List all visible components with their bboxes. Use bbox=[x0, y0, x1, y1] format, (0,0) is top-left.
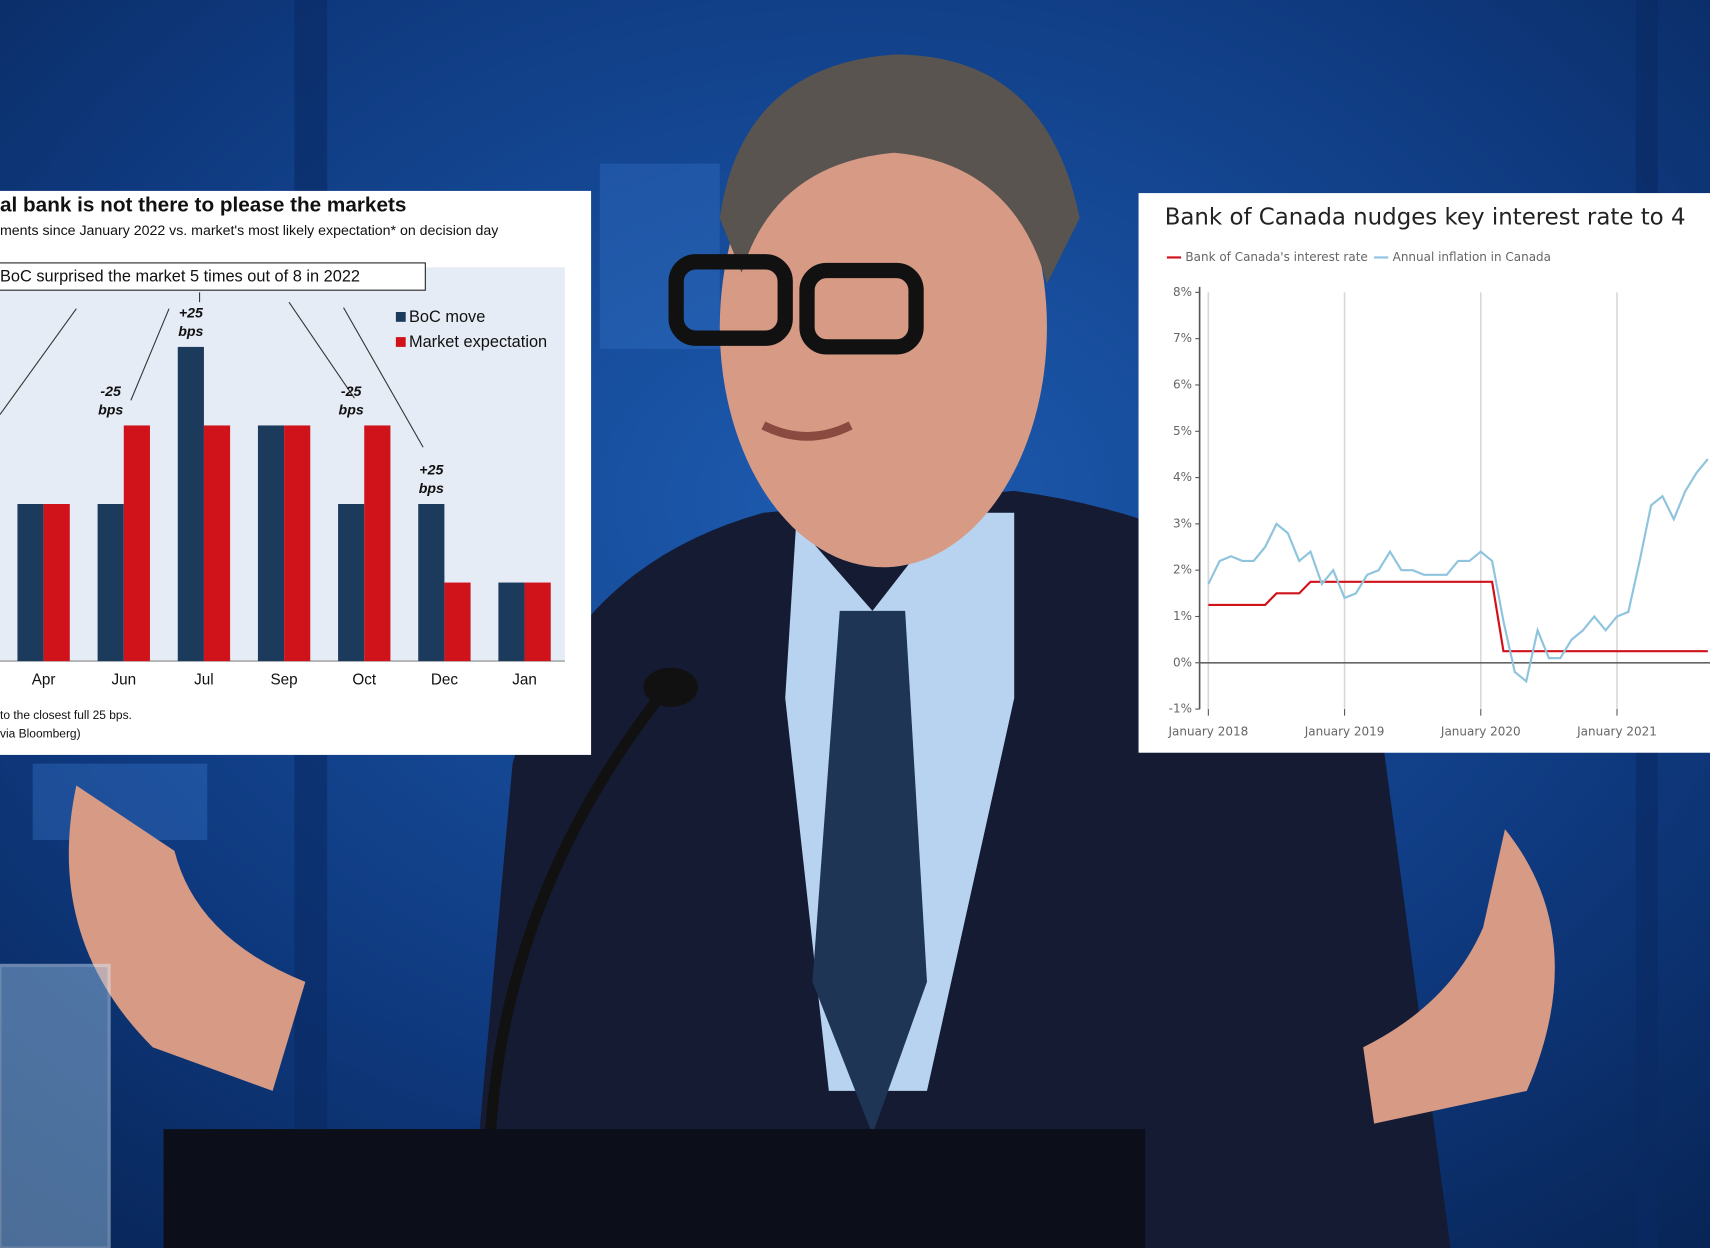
mouth bbox=[761, 421, 853, 441]
bar bbox=[338, 504, 365, 662]
y-tick-label: 2% bbox=[1173, 563, 1192, 577]
footnote: via Bloomberg) bbox=[0, 726, 81, 740]
annotation: -25 bps bbox=[98, 382, 124, 418]
annotation: +25 bps bbox=[418, 461, 444, 497]
chart-panel bbox=[1138, 193, 1710, 753]
legend-label: Annual inflation in Canada bbox=[1393, 250, 1551, 264]
bar bbox=[177, 346, 204, 662]
footnote: to the closest full 25 bps. bbox=[0, 708, 132, 722]
arrow bbox=[130, 308, 170, 401]
annotation: +25 bps bbox=[178, 304, 204, 340]
legend-label: Market expectation bbox=[409, 333, 547, 351]
bar bbox=[203, 425, 231, 662]
x-tick-label: Jun bbox=[111, 672, 136, 689]
y-tick-label: -1% bbox=[1169, 702, 1192, 716]
y-tick-label: 6% bbox=[1173, 377, 1192, 391]
x-tick-label: Dec bbox=[431, 672, 459, 689]
bar bbox=[97, 504, 124, 662]
hand bbox=[68, 785, 306, 1091]
annotation: -25 bps bbox=[338, 382, 364, 418]
tie bbox=[812, 610, 927, 1135]
annotation-wrap: +25 bps bbox=[178, 304, 204, 340]
series-line bbox=[1208, 580, 1708, 653]
callout-box bbox=[0, 262, 426, 291]
bar bbox=[444, 582, 471, 662]
x-tick-label: January 2019 bbox=[1304, 724, 1385, 738]
glasses bbox=[799, 262, 924, 355]
x-tick-label: Jan bbox=[512, 672, 537, 689]
annotation-wrap: -25 bps bbox=[98, 382, 124, 418]
series-line bbox=[1207, 458, 1709, 684]
glass bbox=[0, 963, 111, 1248]
y-tick-label: 4% bbox=[1173, 470, 1192, 484]
bar bbox=[257, 425, 285, 662]
y-tick-label: 8% bbox=[1173, 285, 1192, 299]
line-chart: Bank of Canada nudges key interest rate … bbox=[1138, 193, 1710, 753]
bar bbox=[123, 425, 150, 662]
bar bbox=[364, 425, 391, 662]
y-tick-label: 3% bbox=[1173, 516, 1192, 530]
microphone-head bbox=[643, 667, 698, 707]
annotation-wrap: +25 bps bbox=[418, 461, 444, 497]
x-tick-label: Oct bbox=[352, 672, 377, 689]
bar-chart: al bank is not there to please the marke… bbox=[0, 190, 592, 755]
bar bbox=[524, 582, 551, 662]
hand bbox=[1363, 829, 1555, 1124]
arrow bbox=[288, 301, 355, 399]
x-tick-label: Jul bbox=[194, 672, 214, 689]
bar bbox=[498, 582, 525, 662]
face bbox=[719, 87, 1047, 568]
x-tick-label: January 2020 bbox=[1440, 724, 1521, 738]
chart-subtitle: ments since January 2022 vs. market's mo… bbox=[0, 223, 499, 239]
bar bbox=[17, 504, 44, 662]
legend-label: Bank of Canada's interest rate bbox=[1185, 250, 1367, 264]
bar bbox=[284, 425, 311, 662]
bar bbox=[418, 504, 445, 662]
x-tick-label: January 2018 bbox=[1167, 724, 1248, 738]
callout: BoC surprised the market 5 times out of … bbox=[0, 267, 360, 285]
podium bbox=[163, 1129, 1146, 1248]
y-tick-label: 1% bbox=[1173, 609, 1192, 623]
y-tick-label: 7% bbox=[1173, 331, 1192, 345]
legend-swatch bbox=[395, 337, 406, 347]
chart-title: Bank of Canada nudges key interest rate … bbox=[1165, 205, 1686, 231]
y-tick-label: 5% bbox=[1173, 424, 1192, 438]
chart-title: al bank is not there to please the marke… bbox=[0, 194, 406, 217]
arrow bbox=[343, 307, 424, 448]
annotation-wrap: -25 bps bbox=[338, 382, 364, 418]
x-tick-label: Sep bbox=[271, 672, 298, 689]
x-tick-label: Apr bbox=[32, 672, 56, 689]
x-tick-label: January 2021 bbox=[1576, 724, 1657, 738]
glasses bbox=[668, 254, 793, 346]
bar bbox=[43, 504, 70, 662]
hair bbox=[719, 54, 1080, 284]
arrow bbox=[0, 308, 77, 415]
y-tick-label: 0% bbox=[1173, 655, 1192, 669]
legend-label: BoC move bbox=[409, 308, 485, 326]
legend-swatch bbox=[395, 312, 406, 322]
